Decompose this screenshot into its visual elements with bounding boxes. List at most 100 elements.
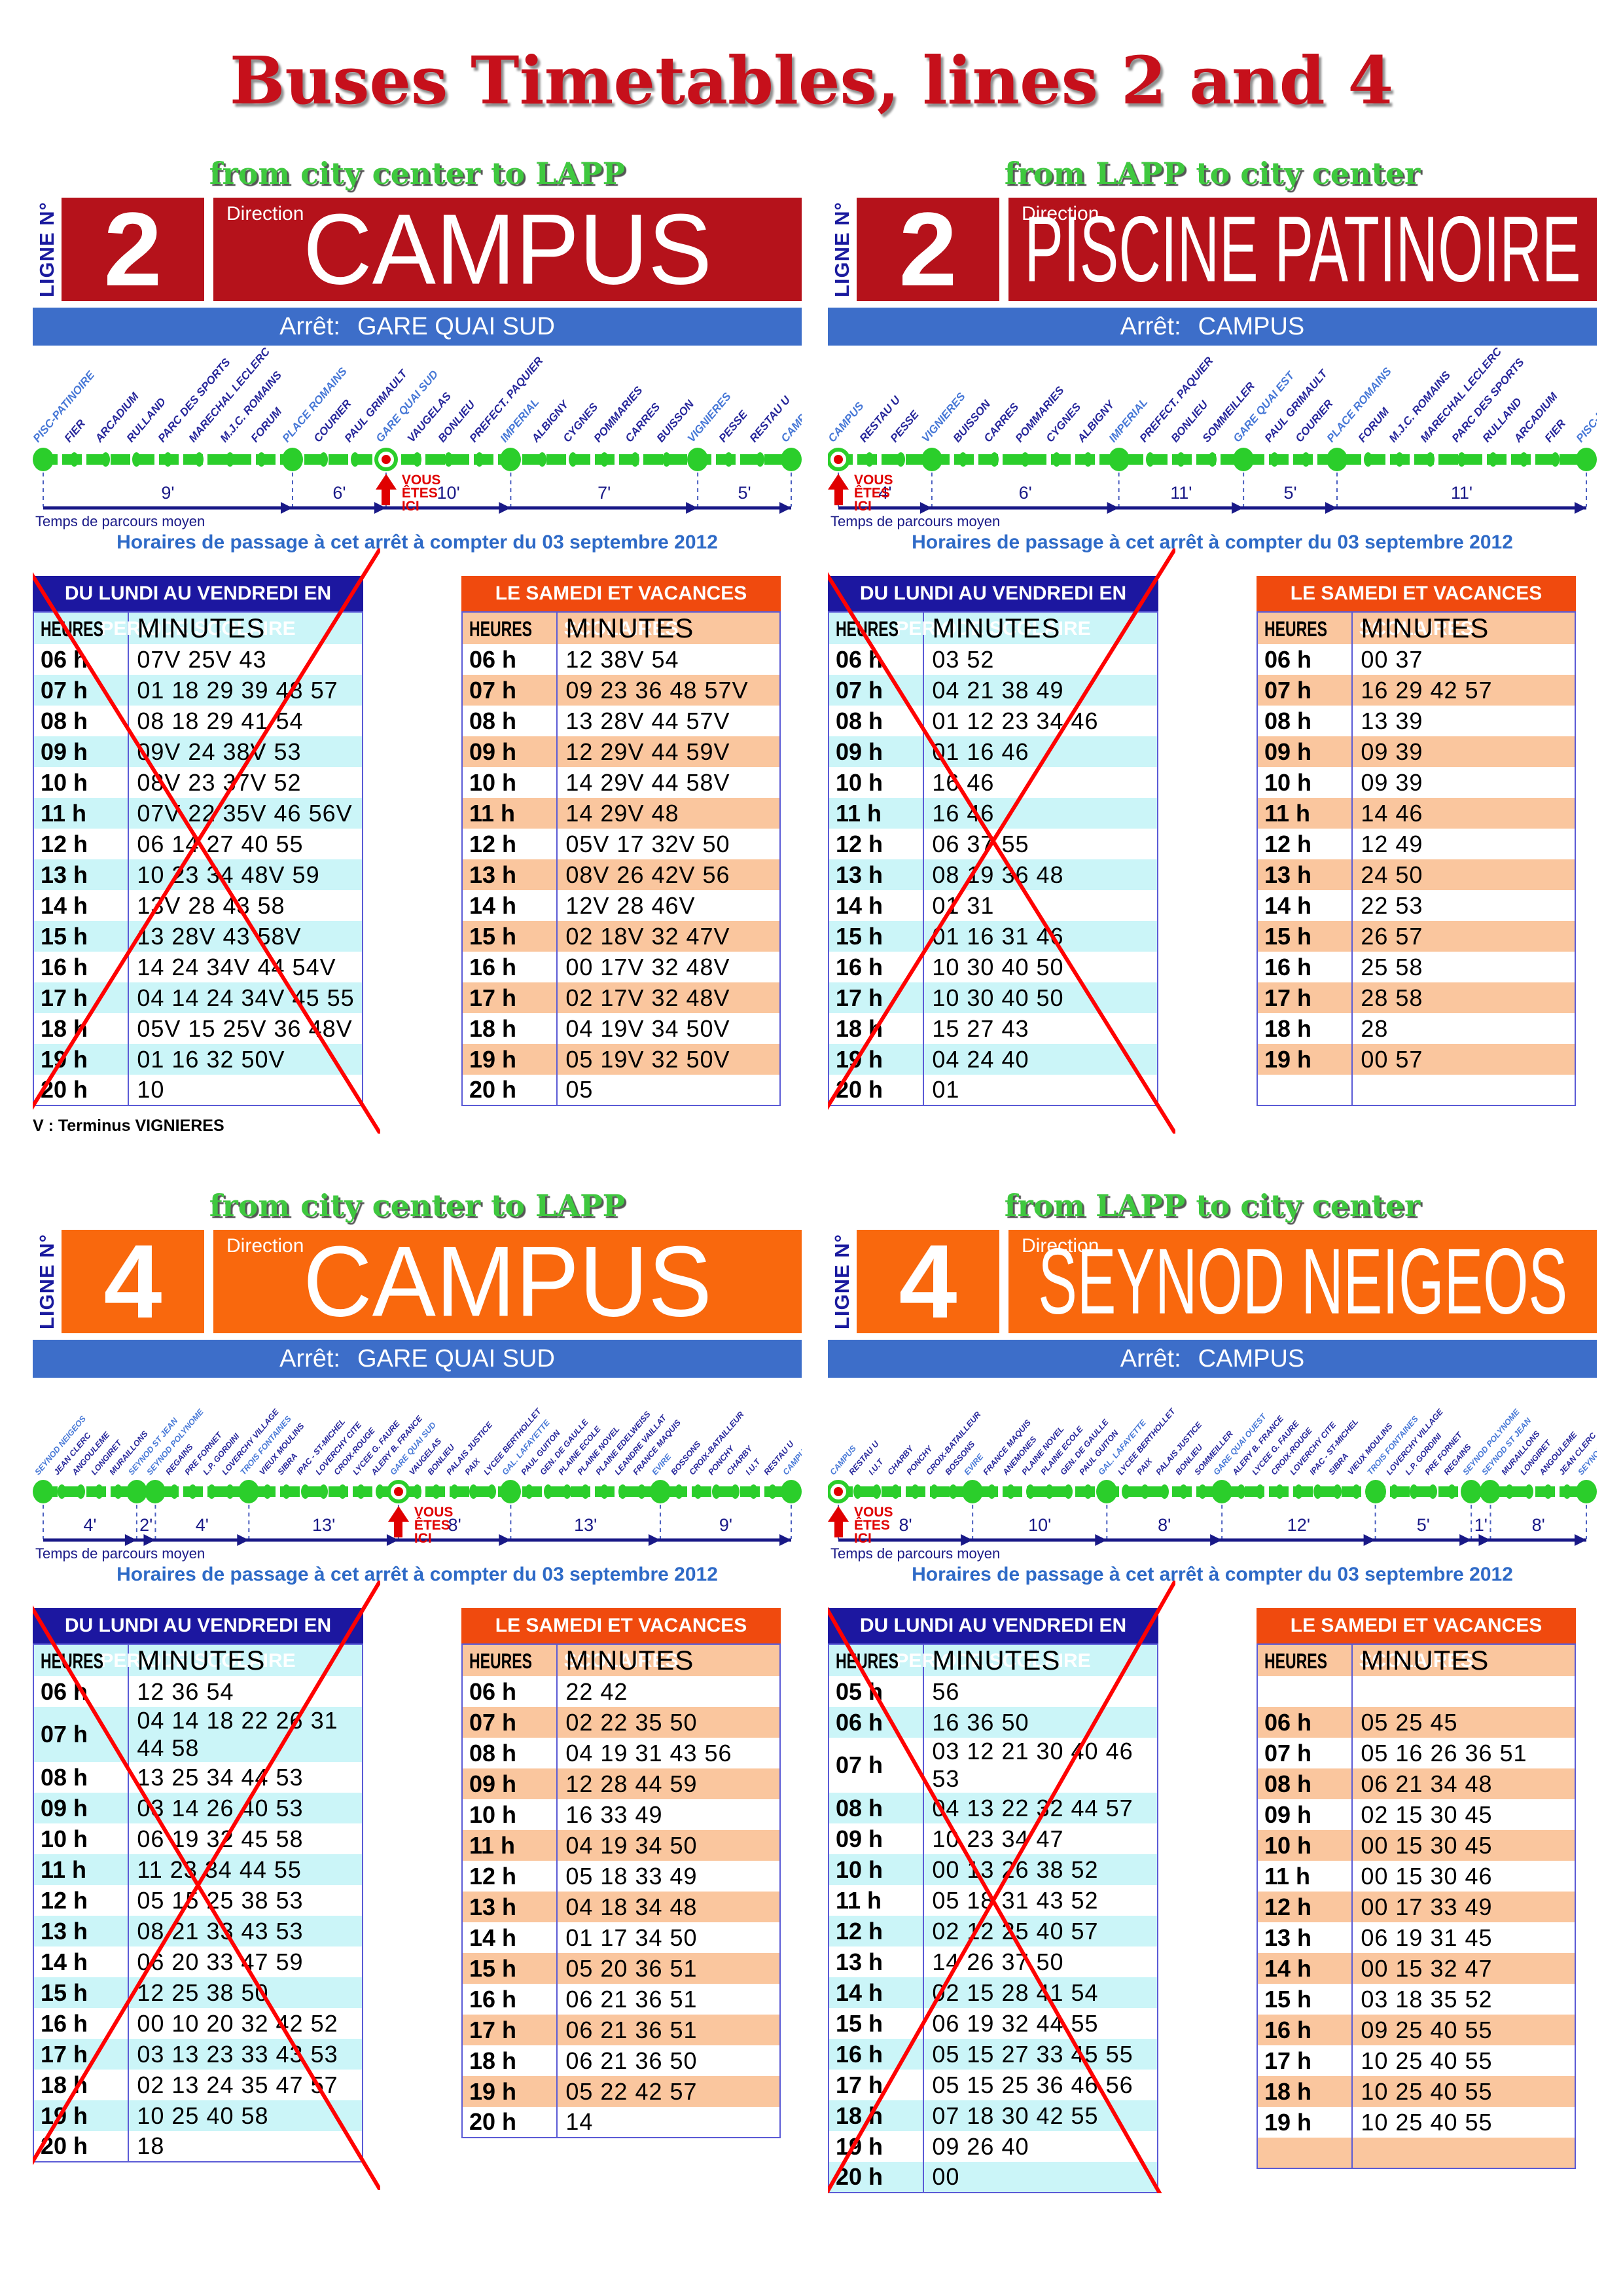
minutes-cell: 10 30 40 50 [923, 982, 1158, 1013]
minutes-cell: 12 25 38 50 [128, 1977, 363, 2008]
minutes-cell [1352, 2138, 1575, 2168]
minutes-cell: 14 26 37 50 [923, 1946, 1158, 1977]
hour-cell: 12 h [829, 1916, 925, 1946]
weekday-table-header: DU LUNDI AU VENDREDI EN PERIODE SCOLAIRE [828, 1608, 1158, 1672]
timetable-row: 16 h 25 58 [1257, 952, 1575, 982]
stop-dot [662, 452, 671, 467]
hour-cell: 16 h [829, 952, 925, 982]
timetable: HEURES MINUTES 06 h 22 42 07 h 02 22 35 50 08 … [461, 1643, 781, 2138]
stop-dot [1021, 452, 1030, 467]
line-header: LIGNE N° 4 Direction SEYNOD NEIGEOS [828, 1229, 1597, 1334]
timetable-row: 12 h 06 14 27 40 55 [33, 829, 363, 859]
minutes-cell: 12 29V 44 59V [557, 736, 780, 767]
stop-dot [1390, 1484, 1399, 1499]
hour-cell: 06 h [33, 1676, 130, 1707]
hour-cell: 10 h [1257, 1830, 1353, 1861]
panel-subtitle: from city center to LAPP [209, 156, 626, 191]
stop-dot [281, 1484, 291, 1499]
timetable-row: 13 h 08 19 36 48 [829, 859, 1158, 890]
arret-label: Arrêt: [1120, 312, 1181, 340]
timetable-row: 18 h 04 19V 34 50V [462, 1013, 780, 1044]
timetable-body: HEURES MINUTES 06 h 07V 25V 43 07 h 01 18 29 … [33, 612, 363, 1105]
current-stop-core [834, 455, 843, 464]
timetable: HEURES MINUTES 06 h 12 38V 54 07 h 09 23 36 4… [461, 611, 781, 1106]
hour-cell: 13 h [33, 859, 130, 890]
timetable-body: HEURES MINUTES 06 h 22 42 07 h 02 22 35 50 08 … [462, 1644, 780, 2138]
minutes-cell: 04 19V 34 50V [557, 1013, 780, 1044]
minutes-cell: 16 36 50 [923, 1707, 1158, 1738]
timetable-row: 07 h 01 18 29 39 48 57 [33, 675, 363, 706]
timetable-row: 13 h 04 18 34 48 [462, 1892, 780, 1922]
minutes-column-header: MINUTES [557, 612, 780, 644]
stop-dot [164, 452, 172, 467]
hour-cell: 12 h [462, 1861, 558, 1892]
hour-cell: 06 h [829, 1707, 925, 1738]
stop-dot [675, 1484, 684, 1499]
minutes-cell: 08 21 33 43 53 [128, 1916, 363, 1946]
timetable: HEURES MINUTES 06 h 05 25 45 07 h 05 16 26 36… [1257, 1643, 1576, 2169]
timetable-row: 09 h 12 29V 44 59V [462, 736, 780, 767]
timetable-row: 19 h 09 26 40 [829, 2131, 1158, 2162]
minutes-cell: 16 29 42 57 [1352, 675, 1575, 706]
horaires-note: Horaires de passage à cet arrêt à compte… [116, 531, 718, 553]
minutes-cell: 10 25 40 58 [128, 2100, 363, 2131]
minutes-cell: 02 18V 32 47V [557, 921, 780, 952]
hour-cell: 17 h [1257, 982, 1353, 1013]
minutes-cell: 02 15 28 41 54 [923, 1977, 1158, 2008]
timetable-row: 14 h 00 15 32 47 [1257, 1953, 1575, 1984]
line-number-box: 4 [62, 1229, 204, 1334]
direction-name: CAMPUS [303, 198, 712, 301]
segment-travel-time: 6' [332, 483, 346, 503]
timetable-row: 18 h 05V 15 25V 36 48V [33, 1013, 363, 1044]
timetable-column-header-row: HEURES MINUTES [1257, 1644, 1575, 1676]
page-title: Buses Timetables, lines 2 and 4 [229, 42, 1394, 119]
stop-dot [569, 452, 578, 467]
timetable-row [1257, 2138, 1575, 2168]
timetable-row: 12 h 05 18 33 49 [462, 1861, 780, 1892]
hour-cell: 13 h [1257, 859, 1353, 890]
line-number-box: 2 [857, 197, 999, 302]
stop-dot [238, 1480, 260, 1503]
hour-cell: 06 h [462, 644, 558, 675]
timetable-row: 11 h 00 15 30 46 [1257, 1861, 1575, 1892]
minutes-cell: 02 15 30 45 [1352, 1799, 1575, 1830]
timetable-row: 15 h 12 25 38 50 [33, 1977, 363, 2008]
stop-dot [896, 452, 905, 467]
stop-dot [618, 1484, 628, 1499]
segment-travel-time: 5' [1416, 1515, 1430, 1535]
timetable-column-header-row: HEURES MINUTES [1257, 612, 1575, 644]
minutes-cell: 14 [557, 2107, 780, 2138]
segment-travel-time: 4' [878, 483, 892, 503]
hour-cell: 15 h [829, 2008, 925, 2039]
stop-dot [1141, 1484, 1150, 1499]
timetable-row: 06 h 16 36 50 [829, 1707, 1158, 1738]
hour-cell: 19 h [33, 1044, 130, 1075]
hour-cell: 18 h [1257, 2076, 1353, 2107]
minutes-cell: 07V 25V 43 [128, 644, 363, 675]
timetable-row: 10 h 14 29V 44 58V [462, 767, 780, 798]
route-diagram: CAMPUS RESTAU U PESSE VIGNIERES BUISSON CARRE… [828, 346, 1597, 530]
segment-travel-time: 1' [1474, 1515, 1488, 1535]
segment-travel-time: 7' [597, 483, 611, 503]
timetable: HEURES MINUTES 06 h 07V 25V 43 07 h 01 18 29 … [33, 611, 363, 1106]
timetable-row: 15 h 02 18V 32 47V [462, 921, 780, 952]
timetable-body: HEURES MINUTES 06 h 12 36 54 07 h 04 14 18 22… [33, 1644, 363, 2162]
stop-dot [444, 452, 453, 467]
timetable-row: 17 h 02 17V 32 48V [462, 982, 780, 1013]
hour-cell: 10 h [33, 767, 130, 798]
stop-dot [1543, 1484, 1552, 1499]
timetable-row: 06 h 12 38V 54 [462, 644, 780, 675]
hour-cell: 17 h [1257, 2045, 1353, 2076]
stop-dot [1364, 452, 1373, 467]
hour-cell: 07 h [462, 1707, 558, 1738]
you-are-here-word: VOUS [854, 1505, 893, 1520]
hour-cell: 09 h [462, 1768, 558, 1799]
hour-cell: 15 h [1257, 1984, 1353, 2015]
timetable-row: 15 h 26 57 [1257, 921, 1575, 952]
minutes-label: MINUTES [932, 613, 1061, 643]
minutes-cell: 00 15 30 46 [1352, 1861, 1575, 1892]
timetable-row: 19 h 04 24 40 [829, 1044, 1158, 1075]
hour-cell: 07 h [1257, 1738, 1353, 1768]
you-are-here-word: ICI [854, 499, 872, 514]
segment-travel-time: 8' [1158, 1515, 1171, 1535]
